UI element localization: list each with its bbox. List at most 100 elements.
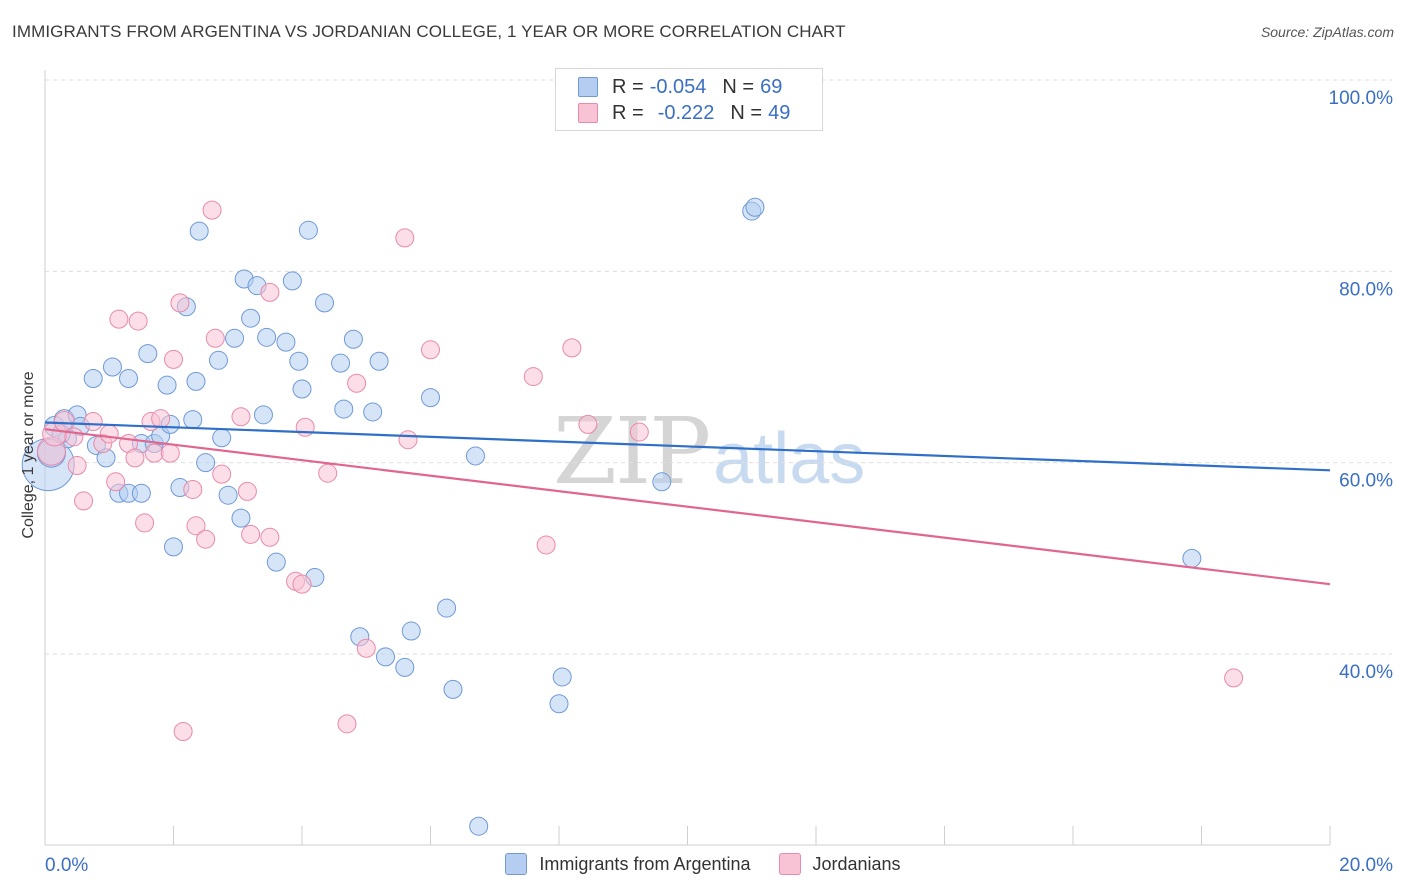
point-argentina (331, 353, 351, 373)
point-jordanians (125, 448, 145, 468)
point-argentina (745, 197, 765, 217)
point-argentina (334, 399, 354, 419)
point-argentina (652, 472, 672, 492)
point-jordanians (164, 349, 183, 369)
legend-n-label: N = (722, 75, 755, 98)
legend-r-label: R = (612, 75, 644, 98)
legend-row-argentina: R = -0.054 N = 69 (578, 75, 782, 99)
legend-swatch-blue (505, 853, 528, 875)
point-argentina (241, 308, 261, 328)
point-argentina (218, 485, 238, 505)
legend-item-jordanians[interactable]: Jordanians (778, 853, 901, 875)
point-argentina (186, 371, 206, 391)
point-jordanians (421, 340, 440, 360)
point-jordanians (212, 464, 232, 484)
point-jordanians (144, 443, 164, 463)
legend-row-jordanians: R = -0.222 N = 49 (578, 101, 790, 125)
trendline-argentina (44, 421, 1331, 472)
point-argentina (266, 552, 286, 572)
point-argentina (183, 410, 203, 430)
point-jordanians (67, 456, 87, 476)
point-jordanians (99, 424, 119, 444)
point-jordanians (292, 574, 312, 594)
watermark-zip: ZIP (553, 398, 711, 505)
point-argentina (231, 508, 251, 528)
point-jordanians (241, 524, 261, 544)
legend-n-value: 49 (768, 101, 791, 124)
point-argentina (549, 694, 569, 714)
points-layer (21, 72, 1244, 836)
point-argentina (157, 375, 177, 395)
trendline-jordanians (44, 428, 1331, 586)
point-jordanians (318, 463, 338, 483)
point-jordanians (398, 430, 418, 450)
legend-item-argentina[interactable]: Immigrants from Argentina (505, 853, 751, 875)
point-jordanians (237, 481, 257, 501)
point-argentina (196, 453, 216, 473)
point-argentina (363, 402, 383, 422)
watermark-atlas: atlas (713, 419, 866, 499)
legend-swatch-pink (778, 853, 801, 875)
point-jordanians (135, 513, 155, 533)
y-tick-label: 100.0% (1329, 88, 1394, 109)
point-argentina (138, 344, 158, 364)
point-jordanians (260, 282, 280, 302)
point-argentina (289, 351, 309, 371)
legend-n-label: N = (730, 101, 763, 124)
point-argentina (102, 357, 122, 377)
point-argentina (119, 368, 139, 388)
legend-r-value: -0.222 (657, 101, 715, 124)
point-jordanians (295, 417, 315, 437)
point-argentina (257, 327, 277, 347)
label-layer: 100.0% 80.0% 60.0% 40.0% 0.0% 20.0% (45, 88, 1393, 876)
point-jordanians (395, 228, 415, 248)
point-jordanians (562, 338, 582, 358)
point-argentina (369, 351, 389, 371)
point-argentina (1182, 548, 1202, 568)
point-argentina (225, 328, 245, 348)
y-tick-label: 80.0% (1339, 279, 1393, 300)
point-jordanians (160, 443, 180, 463)
legend-swatch-pink (578, 103, 598, 123)
point-jordanians (356, 638, 376, 658)
point-jordanians (536, 535, 556, 555)
y-tick-label: 40.0% (1339, 662, 1393, 683)
point-jordanians (1224, 668, 1244, 688)
axis-layer (44, 70, 1331, 846)
point-argentina (282, 271, 302, 291)
legend-swatch-blue (578, 77, 598, 97)
point-argentina (253, 405, 273, 425)
point-jordanians (205, 328, 225, 348)
legend-label-argentina: Immigrants from Argentina (539, 853, 751, 874)
point-jordanians (347, 373, 367, 393)
point-jordanians (186, 516, 206, 536)
legend-r-label: R = (612, 101, 644, 124)
point-jordanians (260, 527, 280, 547)
point-jordanians (183, 479, 203, 499)
point-argentina (437, 598, 457, 618)
legend-n-value: 69 (760, 75, 783, 98)
point-jordanians (64, 427, 84, 447)
point-argentina (376, 647, 396, 667)
point-argentina (552, 667, 572, 687)
point-argentina (401, 621, 421, 641)
point-argentina (276, 332, 296, 352)
point-jordanians (109, 309, 129, 329)
point-jordanians (629, 422, 649, 442)
y-axis-title: College, 1 year or more (20, 371, 37, 539)
point-jordanians (578, 414, 598, 434)
point-jordanians (523, 367, 543, 387)
chart-title: IMMIGRANTS FROM ARGENTINA VS JORDANIAN C… (12, 22, 846, 41)
y-tick-label: 60.0% (1339, 471, 1393, 492)
point-argentina (465, 446, 485, 466)
x-tick-label: 0.0% (45, 855, 88, 876)
point-argentina (131, 483, 151, 503)
point-argentina (298, 220, 318, 240)
point-argentina (314, 293, 334, 313)
point-argentina (292, 379, 312, 399)
watermark: ZIPatlas (553, 398, 865, 505)
point-jordanians (196, 529, 216, 549)
point-jordanians (83, 412, 103, 432)
point-argentina (189, 221, 209, 241)
